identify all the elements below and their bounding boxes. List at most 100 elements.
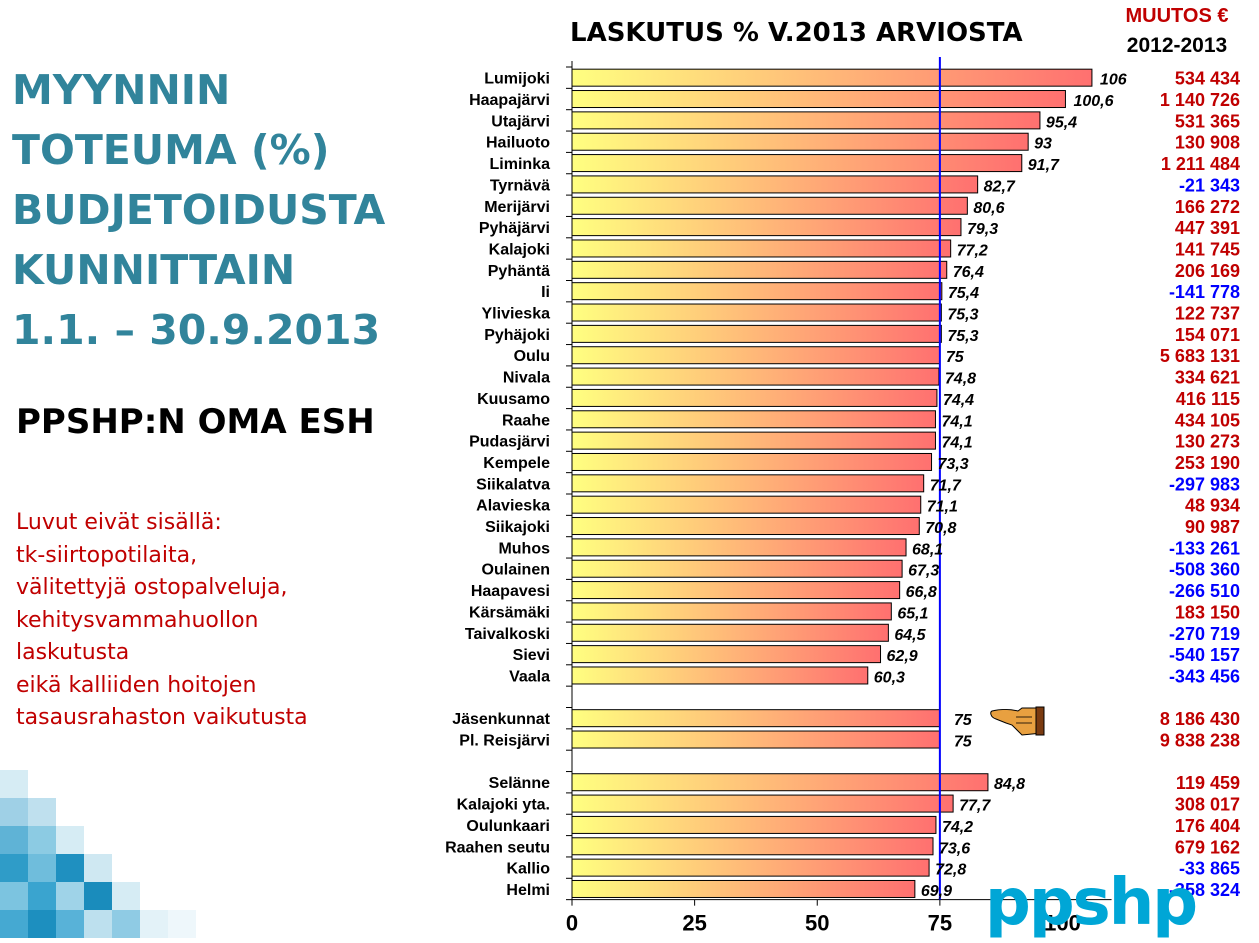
data-label: 74,1 [941, 435, 972, 452]
decorative-squares [0, 770, 196, 938]
change-value: 166 272 [1175, 197, 1240, 217]
change-value: 48 934 [1185, 496, 1240, 516]
note-line: tk-siirtopotilaita, [16, 542, 198, 568]
change-value: 154 071 [1175, 325, 1240, 345]
data-label: 72,8 [935, 862, 966, 879]
change-value: 308 017 [1175, 795, 1240, 815]
slide-title-line: KUNNITTAIN [12, 246, 296, 294]
bar [571, 773, 989, 792]
category-label: Sievi [513, 647, 550, 664]
change-value: 434 105 [1175, 410, 1240, 430]
category-label: Nivala [503, 370, 550, 387]
x-tick-label: 0 [566, 911, 578, 936]
change-value: 9 838 238 [1160, 731, 1240, 751]
category-label: Pyhäntä [488, 263, 550, 280]
data-label: 75 [954, 712, 973, 729]
notes-text: Luvut eivät sisällä: tk-siirtopotilaita,… [16, 507, 308, 735]
change-header-title: MUUTOS € [1125, 5, 1229, 27]
bar [571, 111, 1041, 130]
chart-title: LASKUTUS % V.2013 ARVIOSTA [570, 18, 1023, 48]
data-label: 74,1 [941, 413, 972, 430]
bar [571, 452, 933, 471]
change-value: 8 186 430 [1160, 709, 1240, 729]
note-line: eikä kalliiden hoitojen [16, 672, 257, 698]
change-value: 1 140 726 [1160, 90, 1240, 110]
data-label: 75,3 [947, 328, 978, 345]
data-label: 79,3 [967, 221, 998, 238]
ppshp-logo: ppshp [985, 866, 1198, 940]
category-label: Muhos [498, 540, 550, 557]
x-tick-label: 75 [928, 911, 952, 936]
slide-subtitle: PPSHP:N OMA ESH [16, 402, 375, 442]
category-label: Pudasjärvi [469, 434, 550, 451]
bar [571, 239, 952, 258]
change-value: 141 745 [1175, 239, 1240, 259]
bar [571, 709, 941, 728]
bar [571, 495, 922, 514]
category-label: Ii [541, 284, 550, 301]
bar [571, 196, 968, 215]
change-value: 183 150 [1175, 602, 1240, 622]
change-value: 130 273 [1175, 432, 1240, 452]
change-header-period: 2012-2013 [1126, 34, 1228, 57]
bar [571, 388, 938, 407]
data-label: 74,8 [945, 371, 976, 388]
change-value: 416 115 [1176, 389, 1240, 409]
bar [571, 581, 901, 600]
data-label: 93 [1034, 136, 1052, 153]
category-label: Kuusamo [477, 391, 550, 408]
category-label: Lumijoki [484, 71, 550, 88]
category-label: Oulunkaari [466, 818, 550, 835]
data-label: 71,7 [930, 477, 962, 494]
bar [571, 303, 942, 322]
change-value: 253 190 [1175, 453, 1240, 473]
data-label: 70,8 [925, 520, 956, 537]
category-label: Selänne [489, 775, 550, 792]
category-label: Raahe [502, 412, 550, 429]
category-label: Kalajoki yta. [457, 797, 550, 814]
bar [571, 602, 892, 621]
data-label: 76,4 [953, 264, 984, 281]
data-label: 106 [1100, 72, 1127, 89]
note-line: Luvut eivät sisällä: [16, 510, 222, 535]
pointing-hand-icon [990, 706, 1045, 736]
slide-title-line: BUDJETOIDUSTA [12, 186, 386, 234]
data-label: 69,9 [921, 883, 952, 900]
data-label: 73,6 [939, 840, 970, 857]
data-label: 74,4 [943, 392, 974, 409]
category-label: Ylivieska [482, 306, 551, 323]
bar [571, 282, 943, 301]
change-value: 447 391 [1175, 218, 1240, 238]
data-label: 64,5 [894, 627, 926, 644]
bar [571, 815, 937, 834]
category-label: Taivalkoski [465, 626, 550, 643]
change-value: 130 908 [1175, 133, 1240, 153]
bar [571, 858, 930, 877]
bar [571, 538, 907, 557]
bar [571, 730, 941, 749]
bar [571, 132, 1029, 151]
change-value: -270 719 [1169, 624, 1240, 644]
bar [571, 218, 962, 237]
slide-title: MYYNNIN TOTEUMA (%) BUDJETOIDUSTA KUNNIT… [12, 60, 432, 360]
category-label: Siikalatva [476, 476, 550, 493]
change-value: -141 778 [1169, 282, 1240, 302]
data-label: 75 [946, 349, 965, 366]
bar [571, 324, 942, 343]
bar [571, 517, 920, 536]
data-label: 75 [954, 734, 973, 751]
bar [571, 474, 925, 493]
change-value: -266 510 [1169, 581, 1240, 601]
category-label: Kempele [483, 455, 550, 472]
change-value: 534 434 [1175, 69, 1240, 89]
category-label: Helmi [506, 882, 550, 899]
category-label: Kallio [506, 861, 550, 878]
change-value: 122 737 [1175, 304, 1240, 324]
bar [571, 68, 1093, 87]
data-label: 91,7 [1028, 157, 1060, 174]
change-value: -358 324 [1169, 880, 1240, 900]
data-label: 84,8 [994, 776, 1025, 793]
change-value: -508 360 [1169, 560, 1240, 580]
change-value: 1 211 484 [1161, 154, 1240, 174]
note-line: kehitysvammahuollon [16, 607, 259, 633]
